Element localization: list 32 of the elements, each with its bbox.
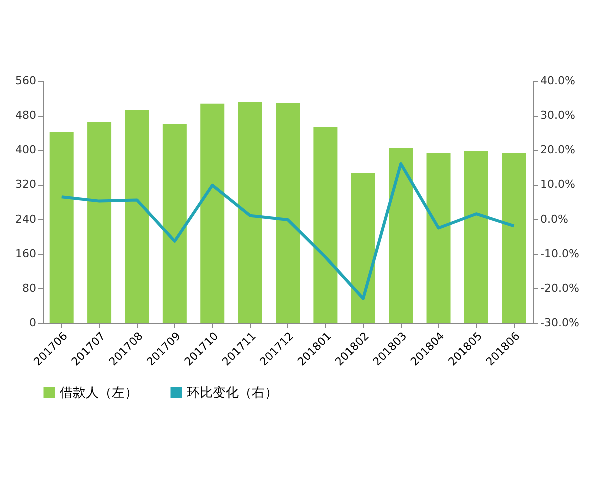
y-tick-label: 320	[16, 178, 36, 192]
bar	[200, 104, 225, 323]
bar	[125, 110, 150, 323]
y2-tick-label: 30.0%	[540, 109, 576, 122]
bar	[426, 153, 451, 323]
y-tick-label: 400	[16, 144, 36, 157]
bar	[464, 151, 488, 323]
bar	[238, 102, 262, 323]
y-tick-label: 160	[16, 247, 36, 260]
bar	[50, 132, 74, 323]
bar	[162, 124, 187, 323]
bar	[502, 153, 526, 323]
y-tick-label: 480	[16, 109, 36, 122]
bar	[351, 173, 376, 323]
y2-tick-label: 40.0%	[540, 74, 576, 88]
y-tick-label: 0	[30, 316, 36, 330]
bar	[276, 103, 300, 323]
y2-tick-label: 10.0%	[540, 178, 576, 192]
legend-label: 借款人（左）	[60, 386, 138, 401]
line-series	[60, 162, 516, 300]
y-tick-label: 560	[16, 74, 36, 88]
bar	[314, 127, 338, 323]
y-tick-label: 240	[16, 212, 36, 226]
y-tick-label: 80	[22, 282, 36, 295]
y2-tick-label: -30.0%	[540, 316, 580, 330]
y2-tick-label: 0.0%	[540, 212, 568, 226]
y2-tick-label: -20.0%	[540, 282, 580, 295]
y2-tick-label: -10.0%	[540, 247, 580, 260]
y2-tick-label: 20.0%	[540, 144, 576, 157]
bar	[389, 148, 414, 323]
bar	[88, 122, 112, 323]
legend-label: 环比变化（右）	[187, 386, 278, 401]
